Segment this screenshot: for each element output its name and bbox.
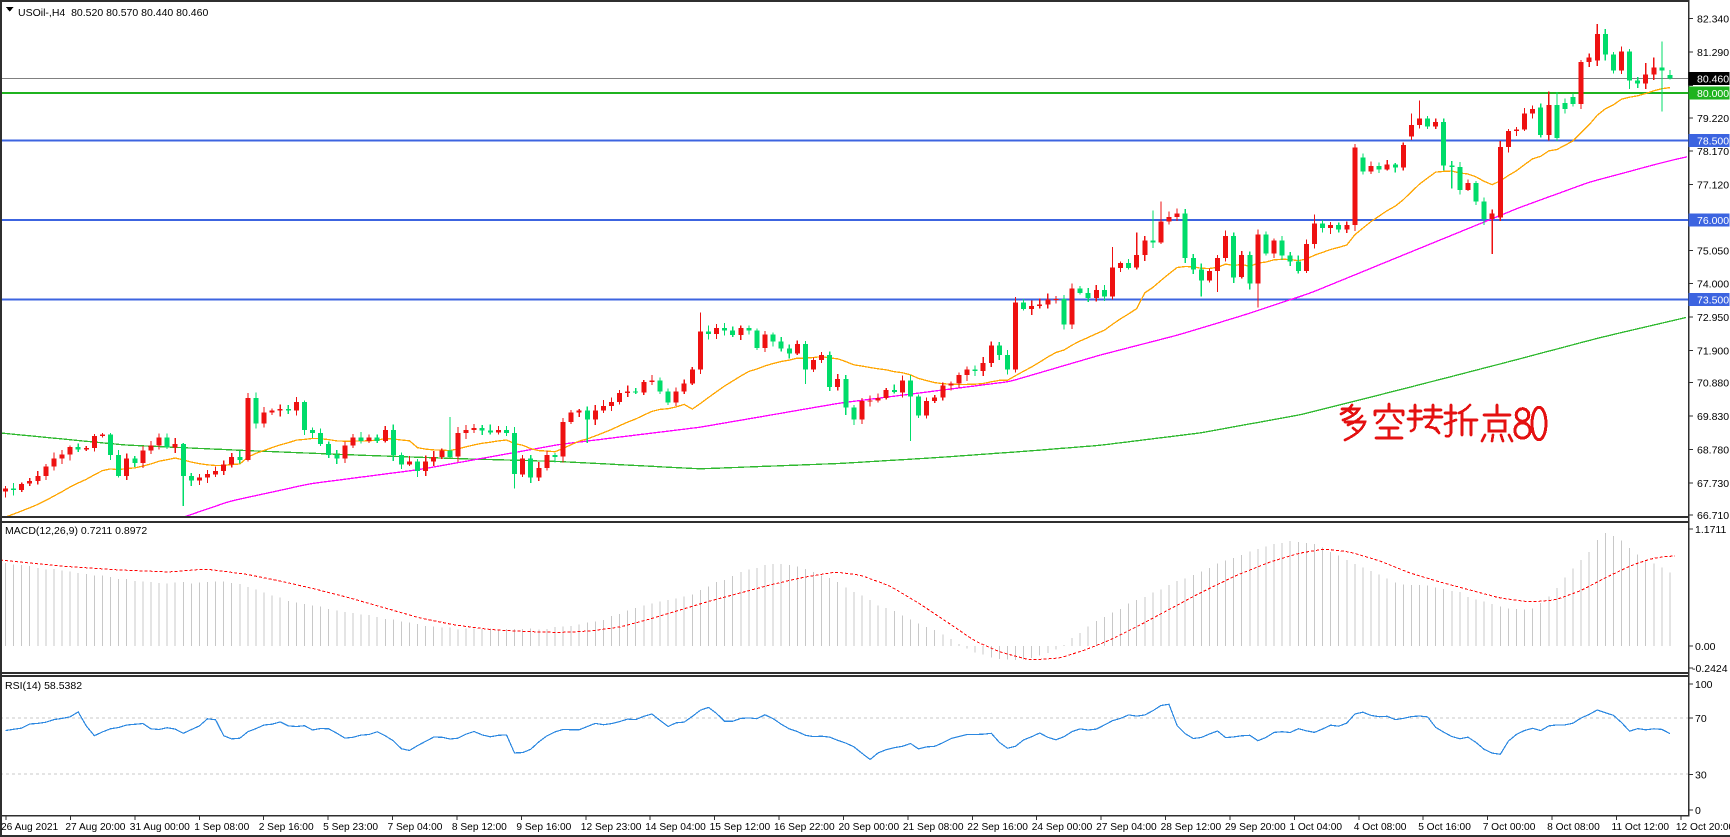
svg-text:81.290: 81.290 — [1697, 47, 1729, 59]
svg-text:7 Oct 00:00: 7 Oct 00:00 — [1483, 822, 1536, 833]
svg-text:67.730: 67.730 — [1697, 478, 1729, 490]
svg-text:80.460: 80.460 — [1697, 73, 1729, 85]
svg-text:9 Sep 16:00: 9 Sep 16:00 — [516, 822, 571, 833]
svg-text:5 Oct 16:00: 5 Oct 16:00 — [1418, 822, 1471, 833]
svg-text:21 Sep 08:00: 21 Sep 08:00 — [903, 822, 964, 833]
svg-text:66.710: 66.710 — [1697, 510, 1729, 522]
svg-text:82.340: 82.340 — [1697, 14, 1729, 26]
svg-text:20 Sep 00:00: 20 Sep 00:00 — [839, 822, 900, 833]
svg-text:12 Oct 20:00: 12 Oct 20:00 — [1676, 822, 1730, 833]
svg-text:USOil-,H4 80.520 80.570 80.44: USOil-,H4 80.520 80.570 80.440 80.460 — [18, 7, 208, 19]
svg-text:4 Oct 08:00: 4 Oct 08:00 — [1354, 822, 1407, 833]
svg-text:0: 0 — [1695, 805, 1701, 817]
svg-text:68.780: 68.780 — [1697, 445, 1729, 457]
svg-text:2 Sep 16:00: 2 Sep 16:00 — [259, 822, 314, 833]
svg-text:5 Sep 23:00: 5 Sep 23:00 — [323, 822, 378, 833]
svg-text:8 Sep 12:00: 8 Sep 12:00 — [452, 822, 507, 833]
svg-text:77.120: 77.120 — [1697, 180, 1729, 192]
svg-text:22 Sep 16:00: 22 Sep 16:00 — [967, 822, 1028, 833]
svg-text:1 Oct 04:00: 1 Oct 04:00 — [1289, 822, 1342, 833]
svg-text:73.500: 73.500 — [1697, 295, 1729, 307]
svg-text:100: 100 — [1695, 679, 1713, 691]
svg-text:11 Oct 12:00: 11 Oct 12:00 — [1612, 822, 1670, 833]
svg-text:1.1711: 1.1711 — [1695, 524, 1726, 536]
svg-text:31 Aug 00:00: 31 Aug 00:00 — [130, 822, 190, 833]
svg-text:29 Sep 20:00: 29 Sep 20:00 — [1225, 822, 1286, 833]
svg-text:27 Sep 04:00: 27 Sep 04:00 — [1096, 822, 1157, 833]
svg-text:78.170: 78.170 — [1697, 146, 1729, 158]
svg-text:76.000: 76.000 — [1697, 215, 1729, 227]
svg-text:72.950: 72.950 — [1697, 312, 1729, 324]
svg-text:70: 70 — [1695, 713, 1707, 725]
svg-text:27 Aug 20:00: 27 Aug 20:00 — [65, 822, 125, 833]
svg-text:14 Sep 04:00: 14 Sep 04:00 — [645, 822, 706, 833]
svg-text:79.220: 79.220 — [1697, 113, 1729, 125]
svg-text:15 Sep 12:00: 15 Sep 12:00 — [710, 822, 771, 833]
svg-text:8 Oct 08:00: 8 Oct 08:00 — [1547, 822, 1600, 833]
svg-text:0.00: 0.00 — [1695, 641, 1716, 653]
svg-text:71.900: 71.900 — [1697, 345, 1729, 357]
svg-text:70.880: 70.880 — [1697, 378, 1729, 390]
svg-text:26 Aug 2021: 26 Aug 2021 — [1, 822, 59, 833]
svg-text:MACD(12,26,9) 0.7211 0.8972: MACD(12,26,9) 0.7211 0.8972 — [5, 525, 147, 537]
svg-text:69.830: 69.830 — [1697, 411, 1729, 423]
svg-text:RSI(14) 58.5382: RSI(14) 58.5382 — [5, 680, 82, 692]
svg-text:16 Sep 22:00: 16 Sep 22:00 — [774, 822, 835, 833]
svg-text:30: 30 — [1695, 769, 1707, 781]
svg-text:7 Sep 04:00: 7 Sep 04:00 — [388, 822, 443, 833]
svg-text:-0.2424: -0.2424 — [1692, 663, 1728, 675]
svg-text:78.500: 78.500 — [1697, 136, 1729, 148]
svg-text:28 Sep 12:00: 28 Sep 12:00 — [1161, 822, 1222, 833]
svg-text:80.000: 80.000 — [1697, 88, 1729, 100]
svg-text:75.050: 75.050 — [1697, 245, 1729, 257]
svg-text:1 Sep 08:00: 1 Sep 08:00 — [194, 822, 249, 833]
svg-text:24 Sep 00:00: 24 Sep 00:00 — [1032, 822, 1093, 833]
svg-text:12 Sep 23:00: 12 Sep 23:00 — [581, 822, 642, 833]
svg-text:74.000: 74.000 — [1697, 279, 1729, 291]
